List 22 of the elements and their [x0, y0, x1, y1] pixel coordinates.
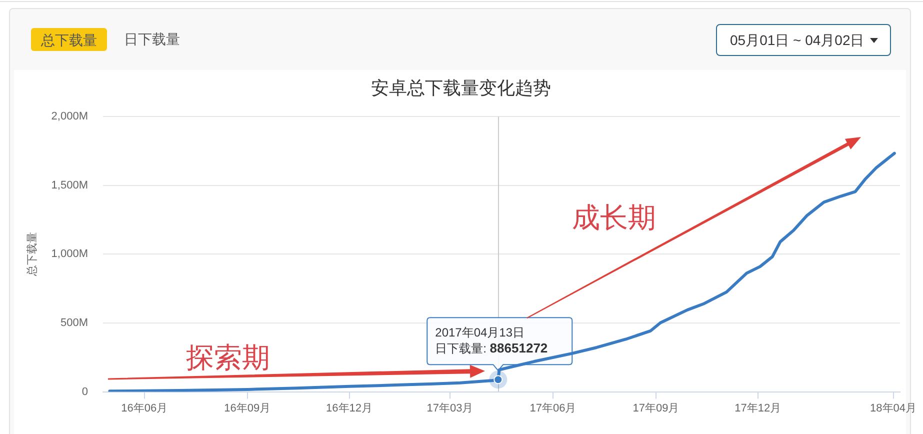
- x-tick-label: 17年09月: [632, 402, 680, 414]
- annotation: 探索期: [186, 343, 270, 374]
- y-tick-label: 500M: [60, 317, 88, 330]
- y-tick-label: 2,000M: [51, 110, 88, 123]
- tab-button: 总下载量: [31, 28, 107, 51]
- y-tick-label: 1,500M: [51, 179, 88, 192]
- text: 日下载量: [124, 31, 180, 47]
- y-axis-title: 总下载量: [26, 232, 39, 278]
- chart-title: 安卓总下载量变化趋势: [371, 78, 551, 98]
- y-tick-label: 1,000M: [51, 248, 88, 260]
- date-range-dropdown: 05月01日 ~ 04月02日: [716, 24, 892, 56]
- annotation: 成长期: [572, 203, 656, 234]
- x-tick-label: 16年06月: [121, 402, 168, 414]
- x-tick-label: 17年06月: [530, 402, 576, 414]
- x-tick-label: 16年12月: [326, 402, 373, 414]
- x-tick-label: 18年04月: [870, 402, 917, 414]
- x-tick-label: 17年03月: [426, 402, 474, 414]
- annotation: 2017年04月13日: [435, 326, 525, 340]
- annotation: 日下载量: 88651272: [435, 340, 548, 356]
- x-tick-label: 16年09月: [224, 402, 271, 414]
- y-tick-label: 0: [82, 386, 88, 398]
- x-tick-label: 17年12月: [734, 402, 782, 414]
